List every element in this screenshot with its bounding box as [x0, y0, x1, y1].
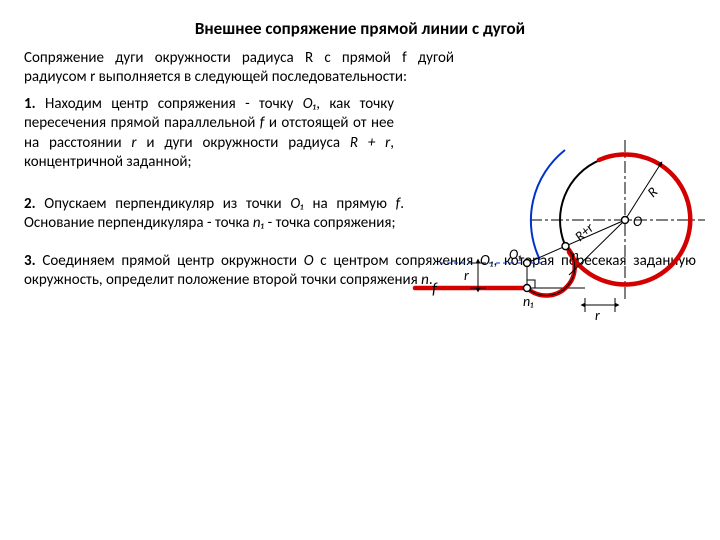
step1-O1: O₁ — [303, 95, 317, 113]
svg-text:r: r — [595, 307, 600, 324]
step2-t1: Опускаем перпендикуляр из точки — [36, 195, 291, 213]
step1-t1: Находим центр сопряжения - точку — [36, 95, 303, 113]
svg-text:n₁: n₁ — [523, 293, 534, 310]
step1-Rr: R + r — [350, 134, 390, 152]
step-1: 1. Находим центр сопряжения - точку O₁, … — [24, 95, 394, 173]
svg-text:r: r — [464, 267, 469, 284]
step3-lead: 3. — [24, 252, 36, 270]
svg-text:O₁: O₁ — [509, 246, 522, 263]
step2-c3: - точка сопряжения; — [264, 214, 395, 232]
svg-text:R: R — [644, 183, 662, 201]
step2-c1: на прямую — [304, 195, 396, 213]
intro-paragraph: Сопряжение дуги окружности радиуса R с п… — [24, 49, 454, 87]
diagram: OO₁nn₁frrRR+r — [410, 125, 710, 345]
intro-text: Сопряжение дуги окружности радиуса R с п… — [24, 49, 454, 86]
svg-text:O: O — [633, 213, 642, 230]
step2-n1: n₁ — [253, 214, 264, 232]
step3-O: O — [304, 252, 314, 270]
step3-t1: Соединяем прямой центр окружности — [36, 252, 304, 270]
step-2: 2. Опускаем перпендикуляр из точки O₁ на… — [24, 195, 404, 234]
page-title: Внешнее сопряжение прямой линии с дугой — [24, 18, 696, 39]
step1-lead: 1. — [24, 95, 36, 113]
svg-text:n: n — [571, 247, 578, 264]
step2-O1: O₁ — [290, 195, 304, 213]
step1-c3: и дуги окружности радиуса — [137, 134, 350, 152]
step2-lead: 2. — [24, 195, 36, 213]
svg-text:R+r: R+r — [571, 219, 597, 245]
